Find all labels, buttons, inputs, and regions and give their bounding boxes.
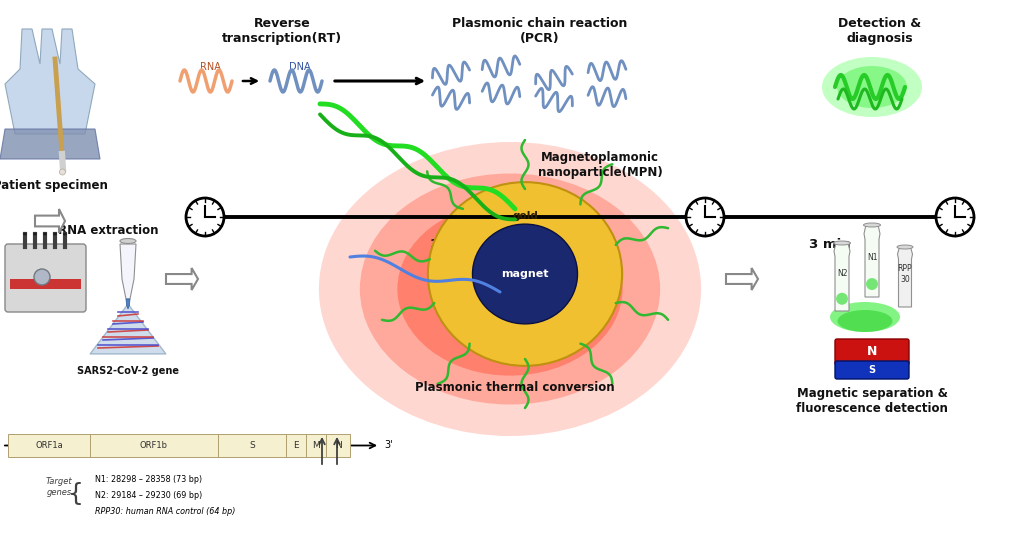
FancyBboxPatch shape [286, 434, 306, 457]
Ellipse shape [318, 142, 701, 436]
Circle shape [686, 198, 724, 236]
Text: SARS2-CoV-2 gene: SARS2-CoV-2 gene [77, 366, 179, 376]
Ellipse shape [53, 232, 57, 236]
Ellipse shape [822, 57, 922, 117]
Text: DNA: DNA [289, 62, 311, 72]
Text: N2: N2 [837, 269, 847, 278]
Ellipse shape [836, 293, 848, 305]
FancyBboxPatch shape [835, 361, 909, 379]
Text: Target
genes: Target genes [45, 478, 72, 497]
Text: N: N [866, 345, 878, 358]
Circle shape [936, 198, 974, 236]
Ellipse shape [397, 202, 623, 376]
Polygon shape [726, 268, 758, 290]
Text: Patient specimen: Patient specimen [0, 179, 108, 192]
Text: 3 min: 3 min [809, 238, 851, 252]
Polygon shape [897, 247, 912, 307]
Text: S: S [249, 441, 255, 450]
Ellipse shape [359, 174, 660, 404]
Text: E: E [293, 441, 299, 450]
Polygon shape [864, 225, 880, 297]
FancyBboxPatch shape [835, 339, 909, 365]
Polygon shape [0, 129, 100, 159]
Ellipse shape [63, 232, 67, 236]
FancyBboxPatch shape [90, 434, 218, 457]
Text: RNA: RNA [200, 62, 220, 72]
Circle shape [186, 198, 224, 236]
Ellipse shape [838, 310, 893, 332]
Text: Plasmonic thermal conversion: Plasmonic thermal conversion [415, 381, 614, 394]
Ellipse shape [33, 232, 37, 236]
Circle shape [34, 269, 50, 285]
Ellipse shape [43, 232, 47, 236]
Text: RPP
30: RPP 30 [898, 264, 912, 284]
Text: {: { [68, 482, 84, 506]
Text: S: S [868, 365, 876, 375]
Polygon shape [5, 29, 95, 134]
Text: Detection &
diagnosis: Detection & diagnosis [839, 17, 922, 45]
Text: M: M [312, 441, 319, 450]
Polygon shape [120, 244, 136, 299]
Ellipse shape [863, 223, 881, 227]
FancyBboxPatch shape [218, 434, 286, 457]
Ellipse shape [834, 241, 851, 245]
Text: gold: gold [512, 211, 538, 221]
Text: ORF1b: ORF1b [140, 441, 168, 450]
FancyBboxPatch shape [10, 279, 81, 289]
Ellipse shape [428, 182, 623, 366]
Ellipse shape [830, 302, 900, 332]
Text: RPP30: human RNA control (64 bp): RPP30: human RNA control (64 bp) [95, 507, 236, 515]
Text: 3': 3' [384, 440, 392, 451]
Text: Reverse
transcription(RT): Reverse transcription(RT) [222, 17, 342, 45]
Polygon shape [834, 243, 850, 311]
Text: magnet: magnet [502, 269, 549, 279]
Ellipse shape [897, 245, 913, 249]
FancyBboxPatch shape [5, 244, 86, 312]
Text: RNA extraction: RNA extraction [57, 225, 159, 238]
Ellipse shape [120, 238, 136, 244]
FancyBboxPatch shape [306, 434, 326, 457]
Polygon shape [166, 268, 198, 290]
Text: N: N [335, 441, 341, 450]
Text: N1: N1 [866, 253, 878, 262]
Text: N1: 28298 – 28358 (73 bp): N1: 28298 – 28358 (73 bp) [95, 474, 202, 483]
Text: Plasmonic chain reaction
(PCR): Plasmonic chain reaction (PCR) [453, 17, 628, 45]
Ellipse shape [23, 232, 27, 236]
Text: Magnetic separation &
fluorescence detection: Magnetic separation & fluorescence detec… [796, 387, 948, 415]
Text: ORF1a: ORF1a [35, 441, 62, 450]
FancyBboxPatch shape [326, 434, 350, 457]
Polygon shape [90, 304, 166, 354]
Ellipse shape [866, 278, 878, 290]
FancyBboxPatch shape [8, 434, 90, 457]
Ellipse shape [837, 66, 907, 108]
Polygon shape [126, 299, 130, 309]
Ellipse shape [59, 169, 66, 175]
Ellipse shape [472, 224, 578, 324]
Text: N2: 29184 – 29230 (69 bp): N2: 29184 – 29230 (69 bp) [95, 490, 203, 500]
Text: 11 min: 11 min [430, 238, 480, 252]
Text: Magnetoplamonic
nanoparticle(MPN): Magnetoplamonic nanoparticle(MPN) [538, 151, 663, 179]
Polygon shape [35, 209, 65, 233]
